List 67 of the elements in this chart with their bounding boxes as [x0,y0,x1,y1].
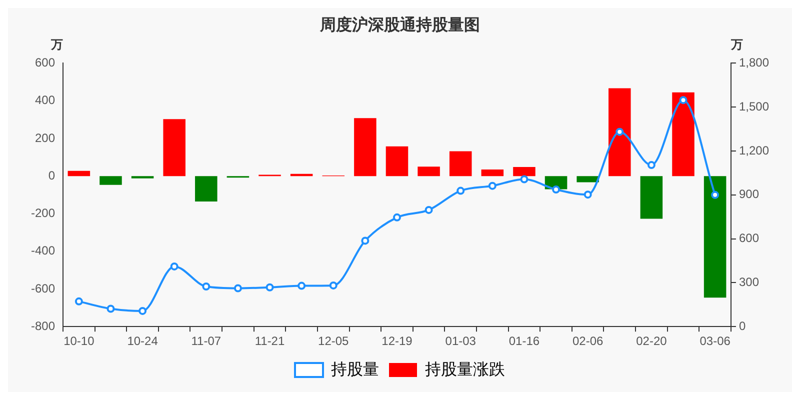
x-tick-label: 10-24 [127,334,158,348]
point [361,236,370,245]
x-tick-label: 01-03 [445,334,476,348]
bar [640,176,663,219]
point [106,304,115,313]
x-tick-label: 11-21 [254,334,285,348]
x-tick-label: 03-06 [700,334,731,348]
x-tick-label: 12-05 [318,334,350,348]
x-tick-label: 02-06 [572,334,604,348]
bar [513,167,536,176]
point [616,128,624,136]
bar [672,92,694,176]
point [488,182,496,190]
bar [386,146,408,176]
point [424,206,433,214]
point [138,306,147,315]
x-tick-label: 10-10 [64,334,95,348]
point [74,297,83,306]
y2-tick-label: 1,500 [738,99,770,114]
point [520,175,528,184]
legend-label: 持股量 [331,360,379,378]
x-tick-label: 02-20 [636,334,668,348]
bar [100,176,122,185]
y-tick-label: -400 [30,244,56,258]
bar [576,176,599,182]
point [298,282,306,290]
y-tick-label: 400 [34,93,56,108]
chart-title: 周度沪深股通持股量图 [319,15,480,34]
point [584,190,592,199]
y-tick-label: -800 [30,318,56,333]
y2-tick-label: 300 [738,275,760,290]
y-tick-label: -200 [30,206,56,220]
bar [418,166,440,176]
bar [354,118,376,176]
bar [704,176,726,298]
y-tick-label: 0 [48,168,56,182]
point [711,190,720,199]
bar [68,170,90,176]
point [456,186,465,195]
point [170,262,178,270]
bar [449,151,472,176]
y-axis-title: 万 [50,38,64,52]
bar [163,119,186,176]
legend-label: 持股量涨跌 [425,360,505,378]
x-tick-label: 01-16 [508,334,540,348]
point [679,96,688,104]
point [234,284,242,292]
y-tick-label: 600 [34,56,56,70]
bar [481,170,504,176]
point [647,161,656,170]
y-tick-label: -600 [30,281,56,296]
bar [608,88,631,176]
point [266,283,274,292]
point [202,282,210,291]
y2-tick-label: 1,200 [738,143,770,158]
y-tick-label: 200 [34,130,56,145]
point [552,185,560,194]
y2-tick-label: 900 [738,187,760,202]
y2-tick-label: 1,800 [738,56,770,70]
x-tick-label: 12-19 [382,334,413,348]
bar [195,176,218,202]
x-tick-label: 11-07 [191,334,222,348]
y2-tick-label: 600 [738,231,760,246]
point [329,281,338,290]
point [392,213,401,222]
y2-axis-title: 万 [730,38,743,52]
y2-tick-label: 0 [738,318,746,333]
